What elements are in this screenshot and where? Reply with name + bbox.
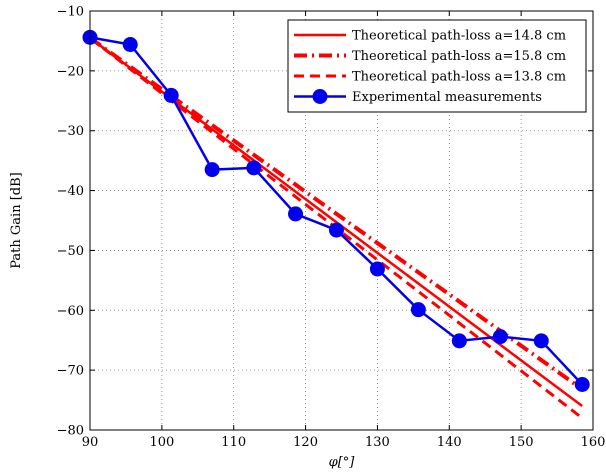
x-tick-label: 110 <box>221 435 246 450</box>
ticks <box>89 10 594 431</box>
x-axis-label: φ[°] <box>329 455 356 470</box>
data-point <box>328 222 344 238</box>
legend-entry: Theoretical path-loss a=15.8 cm <box>294 49 566 64</box>
data-point <box>492 329 508 345</box>
legend-entry: Theoretical path-loss a=13.8 cm <box>294 70 566 85</box>
y-tick-label: −40 <box>57 184 84 199</box>
data-point <box>369 261 385 277</box>
plot-frame <box>89 10 594 431</box>
data-point <box>122 37 138 53</box>
legend-entry: Experimental measurements <box>294 89 542 105</box>
y-tick-label: −20 <box>57 64 84 79</box>
data-point <box>246 160 262 176</box>
x-tick-label: 100 <box>149 435 174 450</box>
legend-label: Theoretical path-loss a=15.8 cm <box>352 49 566 64</box>
y-tick-label: −50 <box>57 244 84 259</box>
y-tick-label: −60 <box>57 304 84 319</box>
x-tick-label: 140 <box>437 435 462 450</box>
data-point <box>410 302 426 318</box>
legend: Theoretical path-loss a=14.8 cm Theoretic… <box>287 19 587 113</box>
legend-marker <box>312 89 328 104</box>
legend-label: Experimental measurements <box>352 90 542 105</box>
data-point <box>533 333 549 349</box>
data-point <box>451 333 467 349</box>
x-tick-label: 90 <box>82 435 99 450</box>
series-4 <box>82 29 590 393</box>
data-point <box>288 206 304 222</box>
legend-label: Theoretical path-loss a=13.8 cm <box>352 70 566 85</box>
legend-entries: Theoretical path-loss a=14.8 cm Theoretic… <box>294 29 566 105</box>
x-tick-label: 130 <box>365 435 390 450</box>
data-point <box>163 87 179 103</box>
y-tick-label: −10 <box>57 5 84 20</box>
x-tick-label: 160 <box>581 435 606 450</box>
y-axis-label: Path Gain [dB] <box>9 172 24 268</box>
x-tick-label: 150 <box>509 435 534 450</box>
data-point <box>574 377 590 393</box>
y-tick-label: −70 <box>57 364 84 379</box>
legend-entry: Theoretical path-loss a=14.8 cm <box>294 29 566 44</box>
tick-labels: 90 100 110 120 130 140 150 160 −80 −70 −60 −50 −40 −3… <box>57 5 606 451</box>
y-tick-label: −30 <box>57 124 84 139</box>
legend-label: Theoretical path-loss a=14.8 cm <box>352 29 566 44</box>
data-point <box>204 162 220 178</box>
x-tick-label: 120 <box>293 435 318 450</box>
series-layer <box>82 29 590 420</box>
y-tick-label: −80 <box>57 424 84 439</box>
